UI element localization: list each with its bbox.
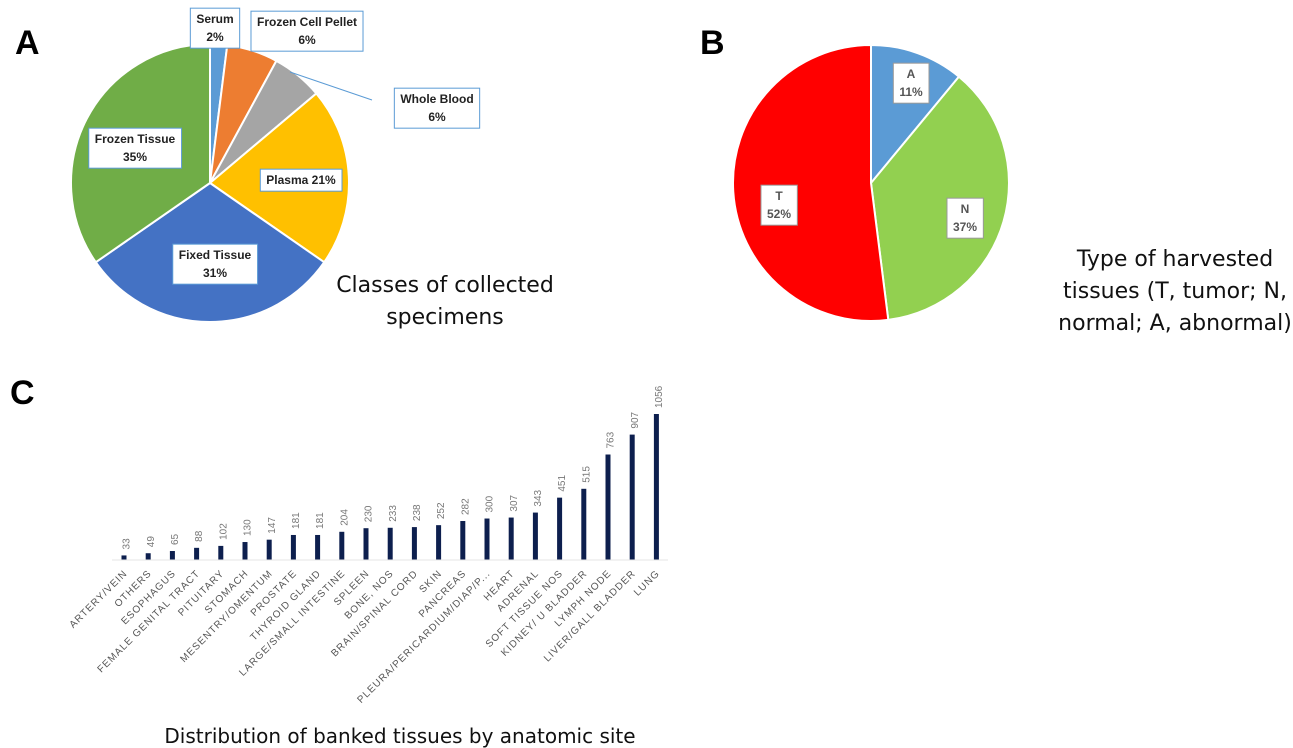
- value-label: 307: [509, 494, 520, 511]
- bar: [508, 517, 514, 560]
- value-label: 515: [581, 466, 592, 483]
- data-label: Fixed Tissue 31%: [172, 243, 259, 285]
- label-box: [760, 184, 798, 226]
- bar: [436, 525, 442, 560]
- category-label: Whole Blood: [400, 92, 473, 106]
- value-label: 21%: [312, 173, 336, 187]
- value-label: 6%: [298, 33, 316, 47]
- value-label: 233: [388, 505, 399, 522]
- label-box: [946, 197, 984, 239]
- value-label: 763: [606, 431, 617, 448]
- category-label: Plasma: [266, 173, 308, 187]
- value-label: 204: [339, 509, 350, 526]
- value-label: 130: [243, 519, 254, 536]
- bar: [387, 527, 393, 560]
- panel-letter: B: [700, 24, 725, 62]
- pie-slice: [869, 75, 1010, 322]
- category-label: Serum: [196, 12, 233, 26]
- caption-c: Distribution of banked tissues by anatom…: [164, 724, 636, 748]
- value-label: 88: [194, 530, 205, 542]
- bar: [218, 545, 224, 560]
- value-label: 238: [412, 504, 423, 521]
- data-label: A 11%: [892, 62, 930, 104]
- leader-line: [289, 71, 373, 101]
- data-label: Plasma 21%: [259, 168, 343, 192]
- data-label: T 52%: [760, 184, 798, 226]
- value-label: 300: [485, 495, 496, 512]
- bar: [121, 555, 127, 560]
- bar: [411, 527, 417, 560]
- pie-slice: [732, 43, 890, 322]
- bar: [266, 539, 272, 560]
- bar: [242, 542, 248, 560]
- bar: [557, 497, 563, 560]
- caption-b: Type of harvested tissues (T, tumor; N, …: [1058, 247, 1292, 336]
- label-box: [172, 243, 259, 285]
- value-label: 6%: [428, 110, 446, 124]
- bar: [581, 488, 587, 560]
- bar: [339, 531, 345, 560]
- data-label: Frozen Cell Pellet 6%: [250, 10, 364, 52]
- value-label: 907: [630, 411, 641, 428]
- value-label: 181: [315, 512, 326, 529]
- data-label: N 37%: [946, 197, 984, 239]
- category-label: A: [907, 67, 916, 81]
- bar: [315, 534, 321, 560]
- value-label: 33: [122, 538, 133, 550]
- value-label: 102: [218, 523, 229, 540]
- bar: [532, 512, 538, 560]
- label-box: [88, 127, 183, 169]
- panel-letter: A: [15, 24, 40, 62]
- value-label: 37%: [953, 220, 977, 234]
- bar: [169, 551, 175, 560]
- label-box: [892, 62, 930, 104]
- label-box: [189, 7, 241, 49]
- x-tick-label: LUNG: [632, 568, 662, 598]
- category-label: Frozen Cell Pellet: [257, 15, 357, 29]
- label-box: [250, 10, 364, 52]
- bar: [363, 528, 369, 560]
- bar: [290, 534, 296, 560]
- bar: [629, 434, 635, 560]
- bar: [460, 521, 466, 560]
- value-label: 230: [364, 505, 375, 522]
- value-label: 11%: [899, 85, 923, 99]
- label-text: Plasma 21%: [266, 173, 336, 187]
- value-label: 1056: [654, 385, 665, 408]
- value-label: 35%: [123, 150, 147, 164]
- panel-letter: C: [10, 374, 35, 412]
- category-label: N: [961, 202, 970, 216]
- category-label: Fixed Tissue: [179, 248, 252, 262]
- value-label: 282: [460, 498, 471, 515]
- value-label: 147: [267, 517, 278, 534]
- label-box: [393, 87, 481, 129]
- value-label: 65: [170, 533, 181, 545]
- value-label: 49: [146, 536, 157, 548]
- value-label: 31%: [203, 266, 227, 280]
- bar: [145, 553, 151, 560]
- value-label: 343: [533, 489, 544, 506]
- data-label: Frozen Tissue 35%: [88, 127, 183, 169]
- data-label: Whole Blood 6%: [393, 87, 481, 129]
- bar: [194, 547, 200, 560]
- data-label: Serum 2%: [189, 7, 241, 49]
- bar: [605, 454, 611, 560]
- label-box: [259, 168, 343, 192]
- value-label: 52%: [767, 207, 791, 221]
- bar: [653, 414, 659, 560]
- value-label: 252: [436, 502, 447, 519]
- value-label: 451: [557, 475, 568, 492]
- value-label: 181: [291, 512, 302, 529]
- category-label: T: [775, 189, 783, 203]
- caption-a: Classes of collected specimens: [336, 273, 554, 330]
- category-label: Frozen Tissue: [95, 132, 176, 146]
- bar: [484, 518, 490, 560]
- value-label: 2%: [206, 30, 224, 44]
